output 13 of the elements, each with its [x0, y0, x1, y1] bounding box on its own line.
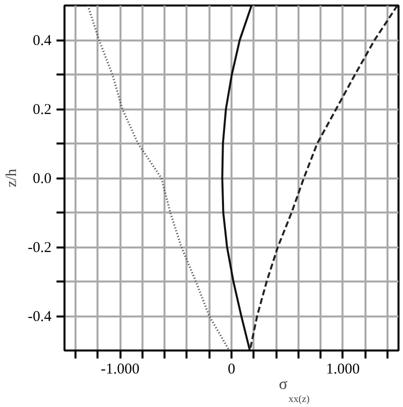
y-tick-label: -0.4 [28, 309, 52, 325]
x-axis-title: σxx(z) [278, 376, 310, 405]
x-tick-label: -1.000 [100, 362, 140, 378]
y-tick-label: 0.0 [32, 171, 52, 187]
y-tick-label: -0.2 [28, 240, 52, 256]
x-tick-label: 1.000 [326, 362, 360, 378]
y-tick-label: 0.2 [32, 102, 52, 118]
line-series [86, 6, 230, 350]
line-series [221, 6, 253, 350]
line-series [248, 6, 398, 350]
x-tick-label: 0 [228, 362, 236, 378]
y-axis-title: z/h [4, 168, 20, 188]
y-tick-label: 0.4 [32, 33, 52, 49]
